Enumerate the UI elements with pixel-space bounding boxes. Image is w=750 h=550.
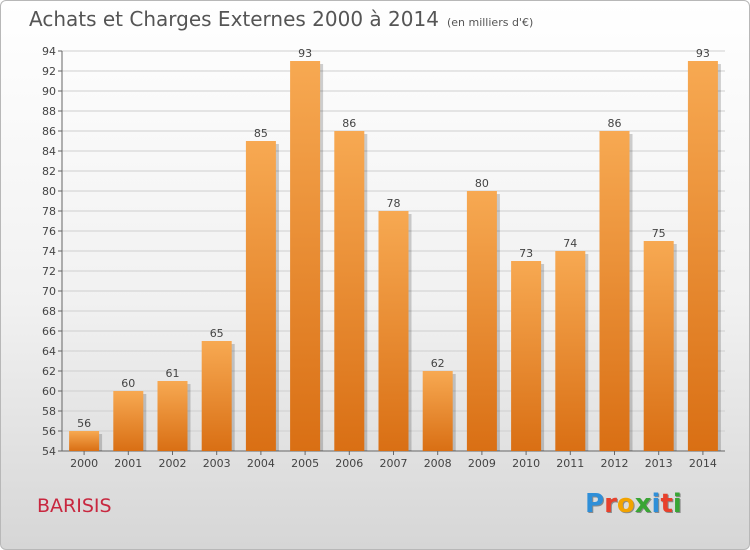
y-tick-label: 68	[42, 305, 56, 318]
logo-letter: i	[651, 489, 661, 519]
data-label: 78	[387, 197, 401, 210]
x-tick-label: 2000	[70, 457, 98, 470]
y-tick-label: 94	[42, 45, 56, 58]
x-tick-label: 2013	[645, 457, 673, 470]
y-tick-label: 54	[42, 445, 56, 458]
data-label: 56	[77, 417, 91, 430]
chart-subtitle: (en milliers d'€)	[446, 16, 534, 29]
y-tick-label: 64	[42, 345, 56, 358]
place-name: BARISIS	[37, 495, 112, 517]
bar-2011	[555, 251, 586, 451]
x-tick-label: 2002	[159, 457, 187, 470]
data-label: 86	[608, 117, 622, 130]
bar-2005	[290, 61, 321, 451]
y-tick-label: 60	[42, 385, 56, 398]
proxiti-logo: Proxiti	[585, 489, 682, 519]
chart-title: Achats et Charges Externes 2000 à 2014 (e…	[29, 7, 533, 31]
logo-letter: P	[585, 489, 605, 519]
y-tick-label: 78	[42, 205, 56, 218]
y-tick-label: 74	[42, 245, 56, 258]
bar-2007	[378, 211, 409, 451]
x-tick-label: 2009	[468, 457, 496, 470]
y-tick-label: 70	[42, 285, 56, 298]
bar-2014	[687, 61, 718, 451]
bar-2008	[422, 371, 453, 451]
bar-2004	[245, 141, 276, 451]
data-label: 93	[696, 47, 710, 60]
y-tick-label: 56	[42, 425, 56, 438]
bar-2010	[511, 261, 542, 451]
y-tick-label: 66	[42, 325, 56, 338]
y-tick-label: 76	[42, 225, 56, 238]
data-label: 85	[254, 127, 268, 140]
bar-2000	[69, 431, 100, 451]
y-tick-label: 86	[42, 125, 56, 138]
bar-2002	[157, 381, 188, 451]
logo-letter: t	[660, 489, 673, 519]
labels: 2000 56 2001 60 2002 61 2003 65 2004 85 2005 93 2006…	[70, 47, 717, 470]
bar-2013	[643, 241, 674, 451]
y-tick-label: 80	[42, 185, 56, 198]
x-tick-label: 2006	[335, 457, 363, 470]
x-tick-label: 2014	[689, 457, 717, 470]
x-tick-label: 2001	[114, 457, 142, 470]
data-label: 62	[431, 357, 445, 370]
bars	[69, 61, 721, 451]
y-tick-label: 92	[42, 65, 56, 78]
y-tick-label: 72	[42, 265, 56, 278]
y-tick-label: 84	[42, 145, 56, 158]
x-tick-label: 2003	[203, 457, 231, 470]
data-label: 61	[166, 367, 180, 380]
data-label: 80	[475, 177, 489, 190]
x-tick-label: 2004	[247, 457, 275, 470]
x-tick-label: 2008	[424, 457, 452, 470]
data-label: 65	[210, 327, 224, 340]
bar-2009	[466, 191, 497, 451]
y-tick-label: 62	[42, 365, 56, 378]
x-tick-label: 2007	[380, 457, 408, 470]
bar-2001	[113, 391, 144, 451]
bar-2006	[334, 131, 365, 451]
x-tick-label: 2011	[556, 457, 584, 470]
y-tick-label: 58	[42, 405, 56, 418]
data-label: 60	[121, 377, 135, 390]
y-tick-label: 88	[42, 105, 56, 118]
logo-letter: o	[616, 489, 635, 519]
data-label: 86	[342, 117, 356, 130]
data-label: 74	[563, 237, 577, 250]
data-label: 73	[519, 247, 533, 260]
x-tick-label: 2010	[512, 457, 540, 470]
logo-letter: r	[604, 489, 617, 519]
title-text: Achats et Charges Externes 2000 à 2014	[29, 7, 439, 31]
bar-2003	[201, 341, 232, 451]
logo-letter: x	[634, 489, 652, 519]
x-tick-label: 2005	[291, 457, 319, 470]
y-tick-label: 82	[42, 165, 56, 178]
data-label: 93	[298, 47, 312, 60]
bar-2012	[599, 131, 630, 451]
logo-letter: i	[672, 489, 682, 519]
data-label: 75	[652, 227, 666, 240]
x-tick-label: 2012	[601, 457, 629, 470]
y-tick-label: 90	[42, 85, 56, 98]
